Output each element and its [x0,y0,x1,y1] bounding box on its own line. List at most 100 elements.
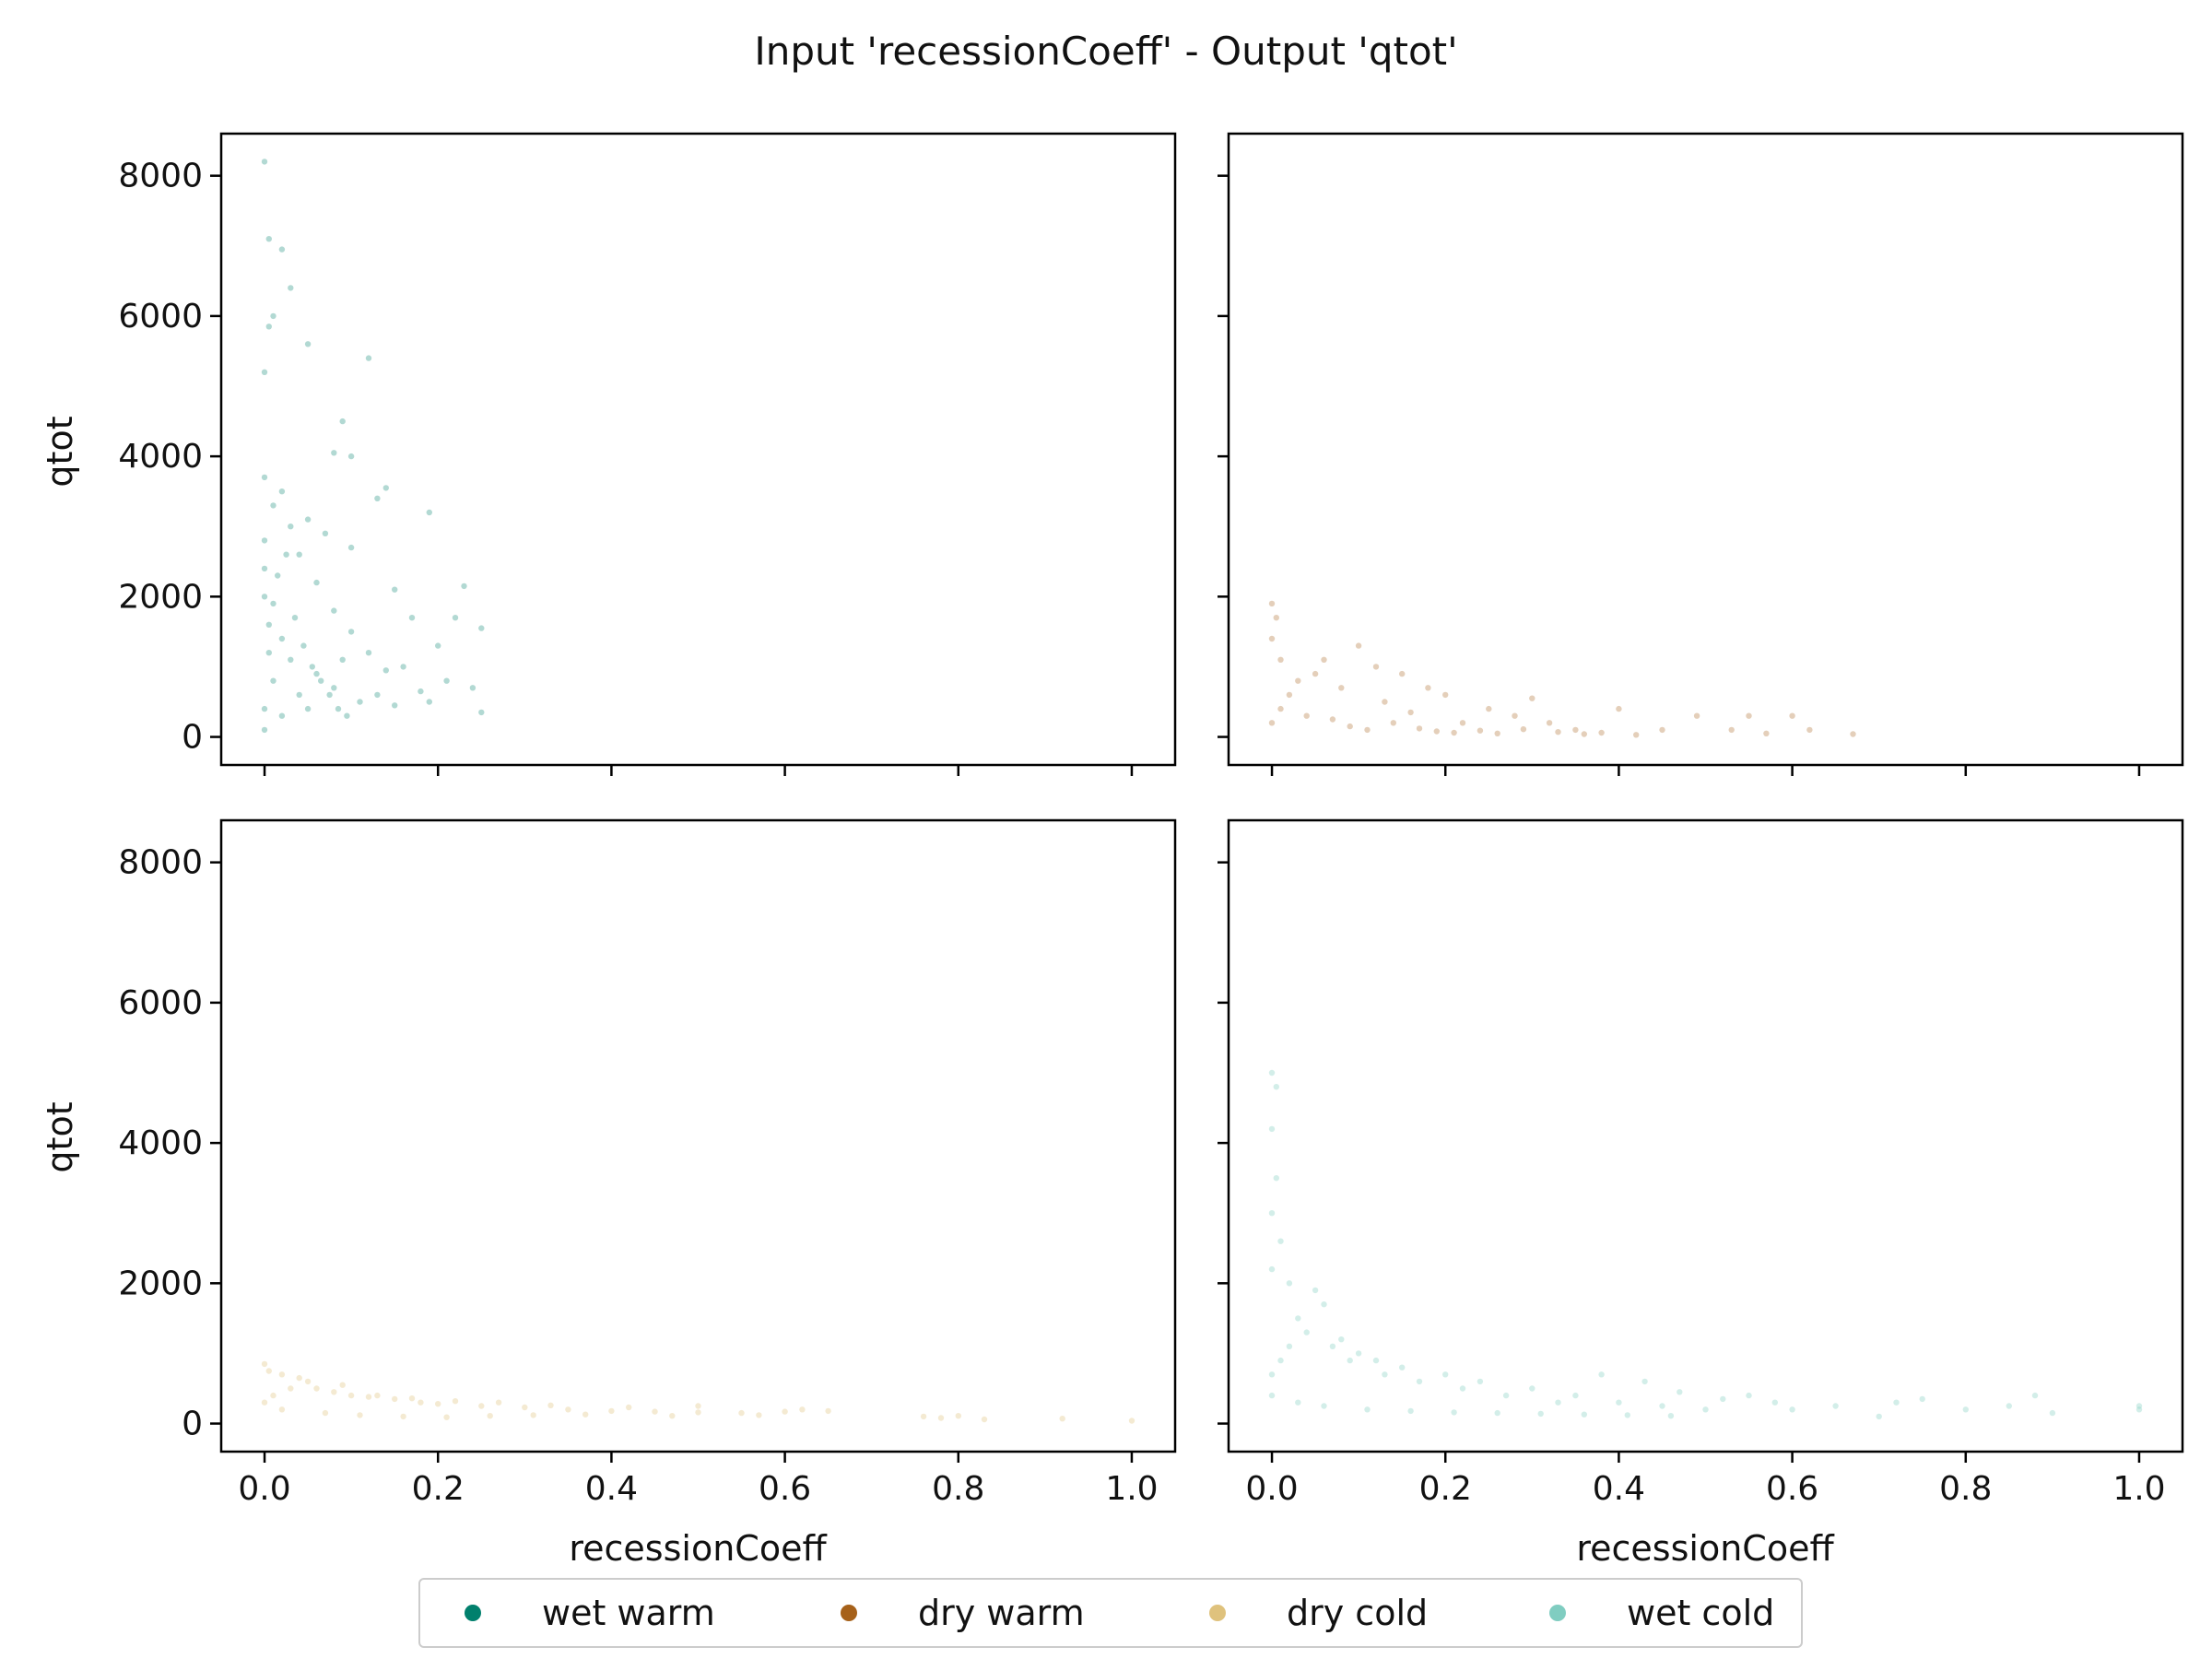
data-point-dry-warm-2 [1268,635,1276,642]
data-point-wet-warm-30 [382,667,389,674]
data-point-dry-warm-13 [1546,720,1553,726]
legend: wet warm dry warm dry cold wet cold [418,1578,1803,1648]
data-point-wet-cold-35 [2136,1403,2143,1409]
data-point-wet-cold-9 [1321,1301,1327,1308]
data-point-wet-cold-56 [1494,1409,1500,1417]
data-point-dry-cold-22 [937,1415,945,1421]
data-point-wet-warm-52 [374,691,381,699]
data-point-dry-cold-47 [669,1413,676,1419]
data-point-wet-warm-38 [270,502,276,509]
data-point-wet-warm-16 [278,488,286,495]
legend-label-dry-cold: dry cold [1287,1593,1428,1633]
axes-frame-wet-warm [219,132,1177,767]
data-point-wet-warm-17 [304,516,312,523]
data-point-dry-warm-8 [1425,685,1431,691]
y-tick-label-wet-warm-2: 4000 [118,438,203,476]
data-point-dry-warm-26 [1459,720,1466,726]
data-point-wet-cold-40 [1502,1392,1510,1399]
data-point-wet-cold-53 [1364,1406,1371,1413]
data-point-wet-cold-30 [1919,1395,1925,1403]
data-point-dry-cold-21 [920,1413,927,1420]
data-point-wet-warm-58 [283,551,289,558]
data-point-wet-cold-12 [1355,1350,1362,1357]
data-point-dry-cold-10 [435,1401,441,1407]
data-point-wet-cold-37 [1720,1395,1726,1403]
data-point-wet-warm-1 [265,236,272,242]
data-point-wet-warm-2 [278,246,286,253]
x-tick-label-wet-cold-4: 0.8 [1939,1470,1992,1508]
data-point-dry-warm-46 [1555,729,1561,735]
data-point-wet-cold-48 [1277,1357,1284,1364]
legend-marker-dry-cold [1209,1605,1226,1621]
data-point-wet-warm-13 [374,495,381,501]
data-point-dry-cold-28 [626,1404,632,1411]
data-point-wet-warm-26 [443,677,450,684]
data-point-dry-cold-19 [799,1406,806,1413]
data-point-wet-warm-24 [478,625,485,631]
data-point-dry-cold-6 [347,1392,355,1399]
data-point-dry-warm-42 [1451,729,1457,736]
y-axis-label-top: qtot [40,416,80,487]
y-axis-label-bottom: qtot [40,1101,80,1172]
data-point-dry-cold-17 [738,1409,745,1417]
data-point-wet-cold-26 [1789,1406,1795,1413]
data-point-wet-warm-60 [300,642,307,649]
data-point-wet-warm-29 [426,699,432,705]
data-point-wet-warm-31 [400,664,406,670]
data-point-wet-warm-67 [392,702,398,709]
figure-title: Input 'recessionCoeff' - Output 'qtot' [754,29,1457,74]
data-point-dry-cold-9 [418,1399,424,1406]
data-point-dry-cold-26 [1128,1418,1135,1424]
data-point-wet-cold-57 [1537,1410,1544,1418]
data-point-wet-warm-47 [278,712,286,719]
data-point-dry-cold-46 [582,1411,589,1418]
data-point-wet-cold-60 [1667,1413,1675,1419]
data-point-wet-cold-4 [1268,1210,1276,1217]
data-point-wet-cold-49 [1268,1371,1276,1378]
x-tick-label-wet-cold-1: 0.2 [1419,1470,1472,1508]
data-point-dry-warm-28 [1382,699,1388,705]
data-point-dry-cold-30 [495,1399,502,1406]
y-tick-label-dry-cold-1: 2000 [118,1265,203,1302]
data-point-dry-warm-22 [1806,726,1813,734]
data-point-dry-cold-2 [278,1371,286,1378]
data-point-wet-warm-49 [313,670,320,677]
data-point-dry-cold-15 [652,1408,658,1415]
x-tick-label-dry-cold-1: 0.2 [412,1470,465,1508]
data-point-wet-warm-36 [296,551,302,558]
data-point-wet-cold-28 [1876,1413,1882,1420]
data-point-wet-warm-54 [288,656,294,663]
points-wet-cold [1268,1069,2143,1420]
data-point-wet-cold-50 [1268,1392,1276,1399]
data-point-wet-cold-54 [1407,1407,1414,1415]
data-point-dry-cold-36 [288,1385,294,1392]
data-point-dry-warm-15 [1616,705,1622,712]
data-point-dry-warm-9 [1442,691,1449,699]
data-point-wet-cold-8 [1312,1287,1319,1294]
x-axis-label-left: recessionCoeff [569,1528,827,1569]
data-point-wet-warm-32 [365,650,372,656]
data-point-wet-warm-45 [261,705,268,712]
panel-wet-warm: 0 2000 4000 6000 8000 [118,132,1177,776]
data-point-wet-cold-19 [1598,1371,1605,1378]
y-tick-label-dry-cold-4: 8000 [118,844,203,882]
data-point-dry-warm-44 [1494,730,1500,736]
data-point-wet-cold-25 [1771,1399,1779,1406]
data-point-dry-cold-37 [270,1392,276,1399]
x-tick-label-dry-cold-5: 1.0 [1105,1470,1158,1508]
data-point-wet-warm-44 [270,677,276,684]
data-point-wet-warm-14 [426,509,432,516]
data-point-dry-warm-35 [1303,712,1310,719]
x-tick-label-dry-cold-2: 0.4 [585,1470,638,1508]
data-point-dry-warm-37 [1347,723,1353,730]
data-point-dry-warm-31 [1295,677,1301,684]
data-point-dry-cold-5 [331,1389,337,1395]
data-point-dry-warm-16 [1659,726,1665,734]
data-point-dry-warm-27 [1407,709,1414,716]
data-point-wet-warm-48 [296,691,302,699]
data-point-wet-cold-39 [1555,1399,1561,1406]
data-point-wet-warm-22 [452,615,459,621]
legend-label-wet-warm: wet warm [542,1593,715,1633]
data-point-dry-warm-41 [1433,728,1441,735]
